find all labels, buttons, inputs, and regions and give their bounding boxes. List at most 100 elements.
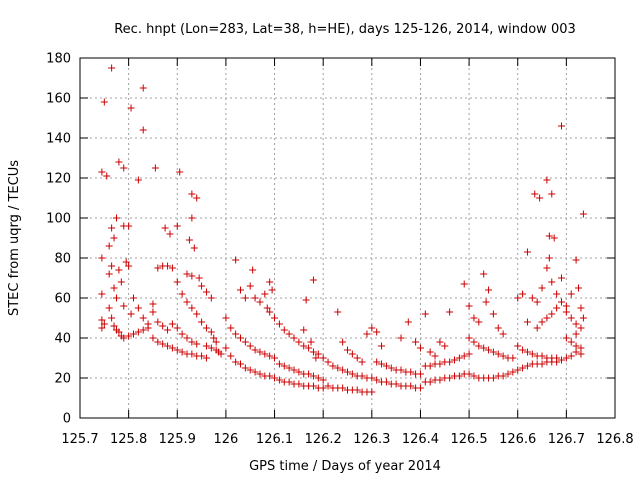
data-point	[523, 348, 531, 356]
data-point	[168, 320, 176, 328]
data-point	[266, 352, 274, 360]
data-point	[202, 324, 210, 332]
data-point	[358, 358, 366, 366]
data-point	[528, 350, 536, 358]
x-tick-label: 126.4	[402, 432, 439, 447]
data-point	[548, 310, 556, 318]
data-point	[324, 382, 332, 390]
data-point	[538, 352, 546, 360]
data-point	[161, 224, 169, 232]
data-point	[275, 360, 283, 368]
data-point	[531, 190, 539, 198]
data-point	[241, 364, 249, 372]
data-point	[562, 334, 570, 342]
data-point	[139, 84, 147, 92]
data-point	[300, 326, 308, 334]
data-point	[256, 298, 264, 306]
data-point	[188, 190, 196, 198]
data-point	[210, 334, 218, 342]
data-point	[514, 342, 522, 350]
data-point	[159, 340, 167, 348]
data-point	[470, 338, 478, 346]
data-point	[100, 320, 108, 328]
data-point	[562, 308, 570, 316]
data-point	[120, 334, 128, 342]
data-point	[98, 316, 106, 324]
data-point	[339, 338, 347, 346]
data-point	[108, 314, 116, 322]
y-tick-labels: 0 20 40 60 80 100 120 140 160 180	[46, 52, 71, 427]
data-point	[249, 266, 257, 274]
data-point	[300, 342, 308, 350]
data-point	[344, 368, 351, 376]
data-point	[368, 374, 376, 382]
data-point	[232, 256, 240, 264]
data-point	[319, 384, 327, 392]
data-point	[285, 378, 293, 386]
data-point	[261, 350, 269, 358]
data-point	[217, 350, 225, 358]
data-point	[305, 344, 313, 352]
data-point	[202, 342, 210, 350]
data-point	[222, 314, 230, 322]
data-point	[266, 278, 274, 286]
data-point	[562, 302, 570, 310]
data-point	[115, 266, 123, 274]
data-point	[407, 368, 415, 376]
data-point	[309, 348, 317, 356]
x-tick-labels: 125.7 125.8 125.9 126 126.1 126.2 126.3 126.4 12…	[61, 432, 633, 447]
data-point	[237, 286, 244, 294]
data-point	[562, 354, 570, 362]
data-point	[98, 254, 106, 262]
x-tick-label: 126.2	[305, 432, 342, 447]
data-point	[314, 350, 322, 358]
data-point	[164, 342, 172, 350]
data-point	[164, 326, 172, 334]
data-point	[309, 372, 317, 380]
data-point	[305, 370, 313, 378]
data-point	[207, 344, 215, 352]
data-point	[431, 352, 439, 360]
data-point	[227, 324, 235, 332]
data-point	[509, 368, 517, 376]
data-point	[465, 334, 473, 342]
data-point	[266, 372, 274, 380]
data-point	[207, 328, 215, 336]
data-point	[246, 342, 254, 350]
data-point	[545, 232, 553, 240]
data-point	[314, 374, 322, 382]
data-point	[263, 304, 271, 312]
data-point	[572, 256, 580, 264]
data-point	[523, 362, 531, 370]
data-point	[348, 350, 356, 358]
data-point	[202, 288, 210, 296]
data-point	[130, 330, 137, 338]
data-point	[446, 308, 454, 316]
data-point	[134, 328, 142, 336]
data-point	[193, 194, 201, 202]
data-point	[134, 304, 142, 312]
data-point	[567, 314, 575, 322]
data-point	[295, 368, 303, 376]
data-point	[105, 242, 113, 250]
data-point	[193, 310, 201, 318]
data-point	[579, 314, 587, 322]
data-point	[407, 382, 415, 390]
data-point	[344, 346, 351, 354]
data-point	[100, 98, 108, 106]
x-tick-label: 126	[213, 432, 238, 447]
data-point	[538, 360, 546, 368]
data-point	[232, 330, 240, 338]
data-point	[110, 234, 118, 242]
data-point	[117, 278, 125, 286]
x-axis-label: GPS time / Days of year 2014	[249, 459, 441, 474]
data-point	[237, 360, 244, 368]
data-point	[489, 348, 497, 356]
data-point	[120, 302, 128, 310]
data-point	[460, 280, 468, 288]
plot-frame	[79, 57, 616, 419]
data-point	[363, 330, 371, 338]
data-point	[256, 348, 264, 356]
data-point	[567, 352, 575, 360]
